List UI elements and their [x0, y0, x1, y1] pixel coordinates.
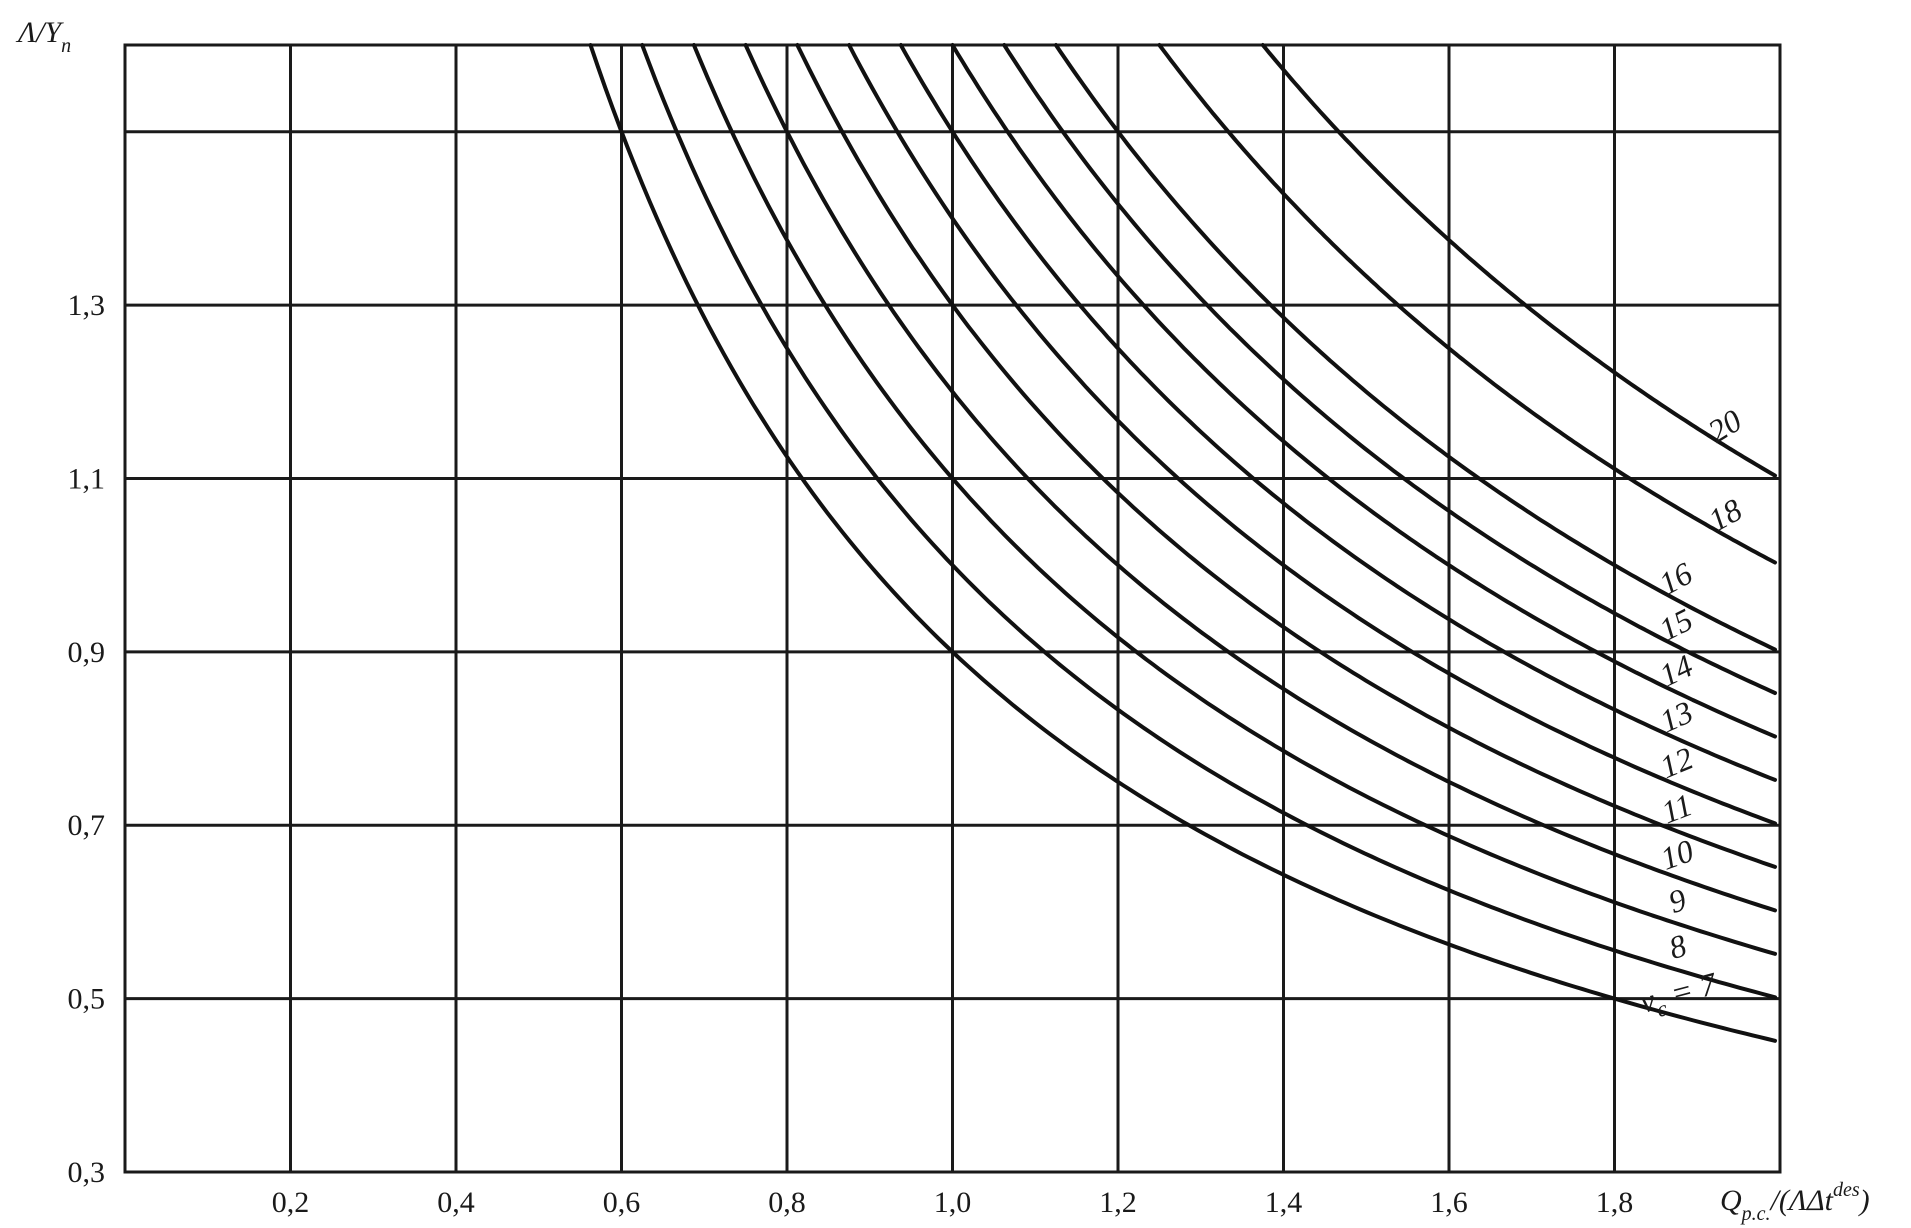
- y-tick-label: 0,3: [68, 1156, 106, 1189]
- x-tick-label: 1,4: [1265, 1186, 1303, 1219]
- curve-8: [640, 43, 1777, 1000]
- x-axis-label: Qp.c./(ΛΔtdes): [1720, 1179, 1870, 1225]
- grid: [123, 43, 1782, 1174]
- curves: [588, 43, 1777, 1043]
- x-tick-label: 0,4: [437, 1186, 475, 1219]
- x-tick-label: 1,6: [1430, 1186, 1468, 1219]
- y-tick-label: 0,7: [68, 809, 106, 842]
- curve-label: 16: [1653, 555, 1698, 602]
- curve-label: 18: [1702, 491, 1747, 538]
- curve-16: [1053, 43, 1777, 652]
- ticks: 0,2 0,4 0,6 0,8 1,0 1,2 1,4 1,6 1,8 0,3 0,5 0,7 0,9 1…: [68, 289, 1634, 1219]
- curve-c7: [588, 43, 1777, 1043]
- curve-12: [847, 43, 1777, 826]
- y-tick-label: 0,9: [68, 636, 106, 669]
- curve-20: [1260, 43, 1777, 478]
- curve-9: [691, 43, 1777, 956]
- curve-13: [898, 43, 1777, 782]
- y-axis-label: Λ/Yn: [15, 16, 71, 57]
- x-tick-label: 0,6: [603, 1186, 641, 1219]
- y-tick-label: 0,5: [68, 983, 106, 1016]
- curve-label: 9: [1664, 881, 1690, 920]
- x-tick-label: 1,2: [1099, 1186, 1137, 1219]
- x-tick-label: 1,8: [1596, 1186, 1634, 1219]
- curve-18: [1157, 43, 1777, 565]
- curve-label: 20: [1702, 402, 1748, 449]
- x-tick-label: 0,8: [768, 1186, 806, 1219]
- curve-15: [1002, 43, 1777, 695]
- x-tick-label: 1,0: [934, 1186, 972, 1219]
- y-tick-label: 1,3: [68, 289, 106, 322]
- x-tick-label: 0,2: [272, 1186, 310, 1219]
- curve-11: [795, 43, 1777, 869]
- curve-10: [743, 43, 1777, 913]
- curve-14: [950, 43, 1777, 739]
- y-tick-label: 1,1: [68, 462, 106, 495]
- curve-label: 8: [1665, 927, 1691, 966]
